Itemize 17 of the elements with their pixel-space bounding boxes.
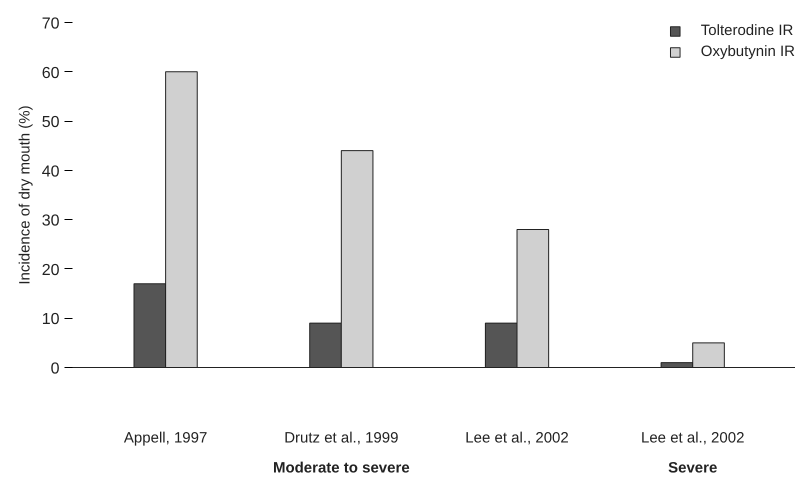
legend-label: Oxybutynin IR [700,43,795,60]
x-tick-label: Lee et al., 2002 [641,430,744,446]
y-tick-label: 0 [50,360,60,378]
y-tick-label: 10 [42,311,60,328]
y-tick-label: 30 [42,212,60,230]
y-tick-label: 20 [42,262,60,279]
y-tick-label: 70 [42,16,60,32]
y-axis-title: Incidence of dry mouth (%) [16,105,34,285]
x-tick-label: Appell, 1997 [124,430,208,446]
x-tick-label: Drutz et al., 1999 [284,430,398,446]
y-tick-label: 40 [42,163,60,180]
text: Moderate to severe [272,460,410,476]
legend-label: Tolterodine IR [700,22,794,39]
y-tick-label: 60 [42,64,60,82]
x-tick-label: Lee et al., 2002 [465,430,569,446]
text: Severe [668,460,718,476]
y-tick-label: 50 [42,114,60,132]
